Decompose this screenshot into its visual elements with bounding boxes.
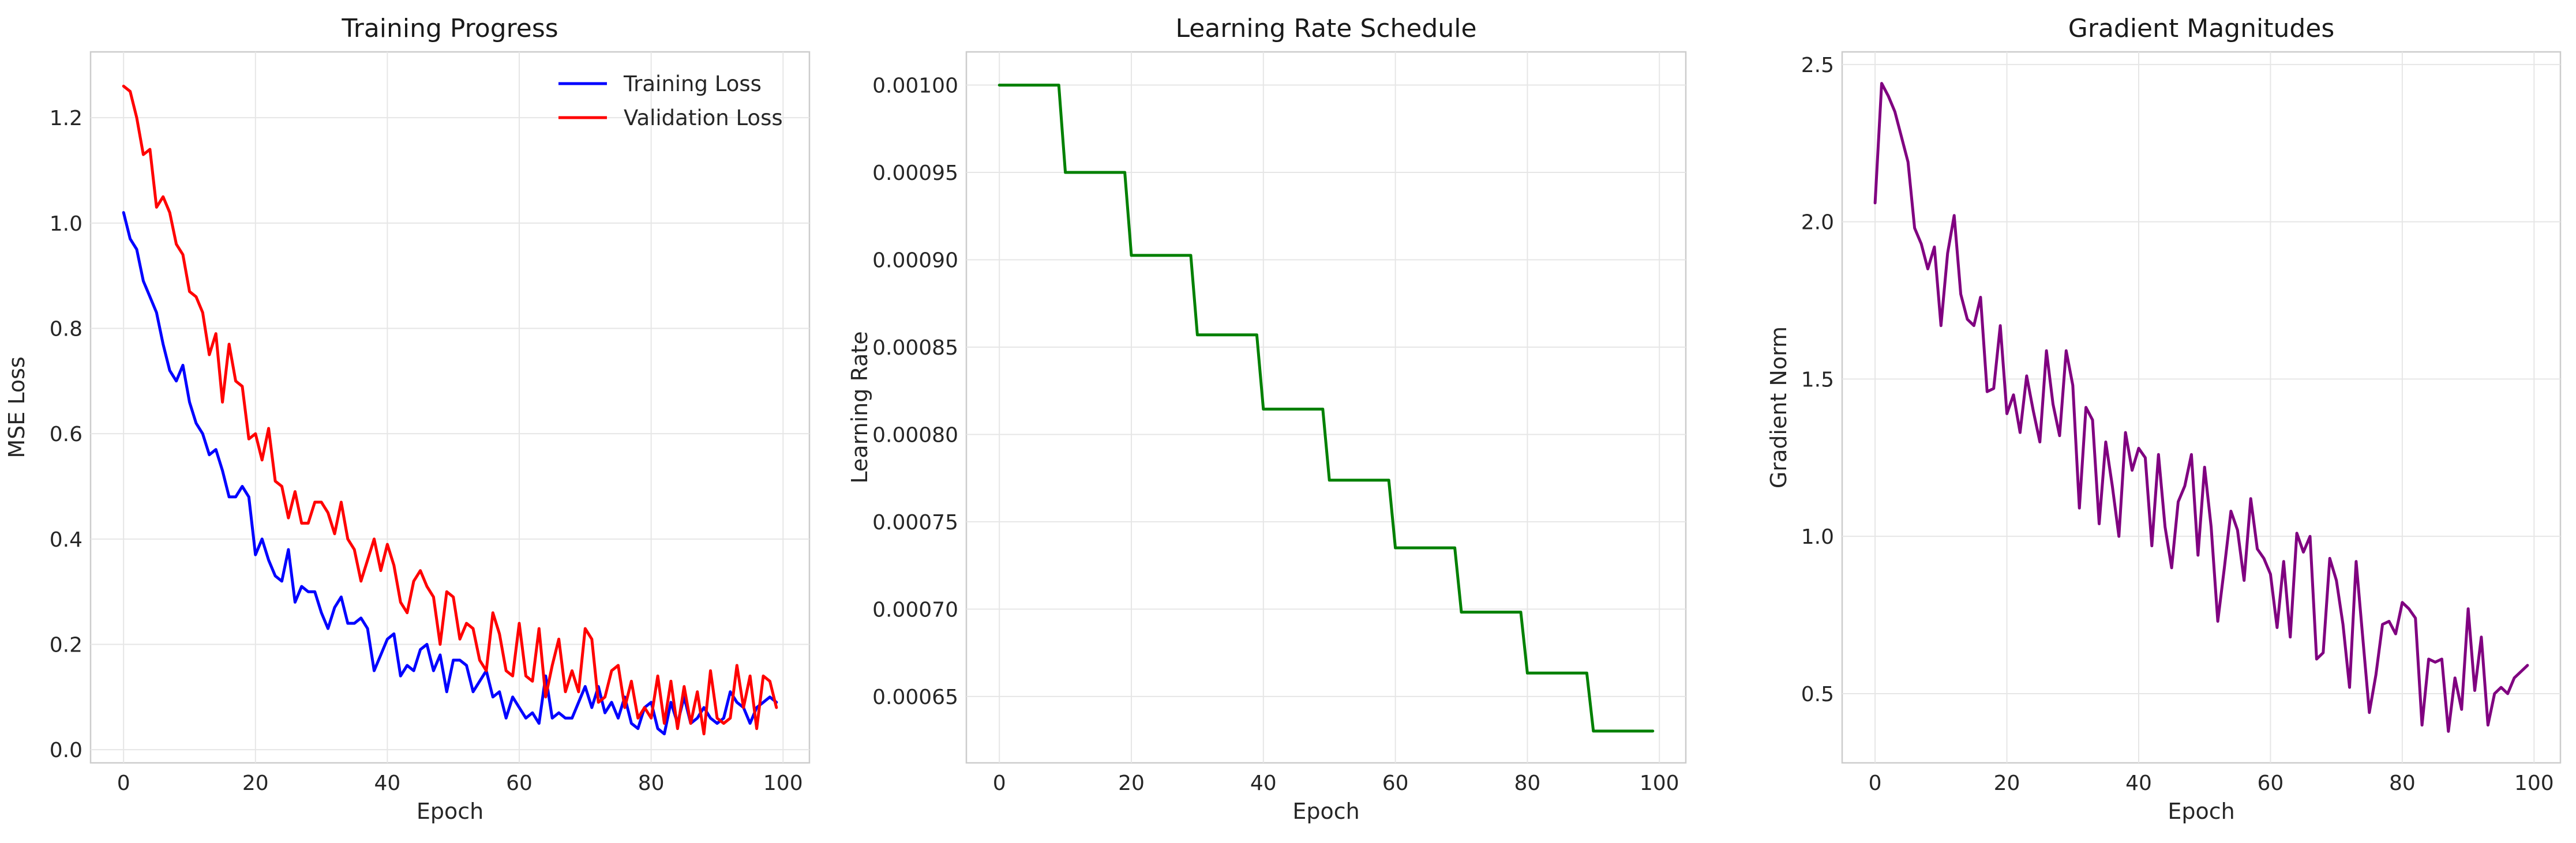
y-tick-label: 0.2	[50, 634, 83, 657]
y-tick-label: 1.0	[50, 212, 83, 236]
y-tick-label: 1.0	[1801, 525, 1834, 549]
y-tick-label: 0.8	[50, 318, 83, 341]
x-tick-label: 0	[117, 772, 130, 795]
y-tick-label: 2.0	[1801, 211, 1834, 235]
chart-panel-3: 0 20 40 60 80 100 0.5 1.0 1.5 2.0 2.5 Gradient Magn…	[1766, 14, 2562, 824]
x-tick-label: 20	[1118, 772, 1145, 795]
y-axis-label: MSE Loss	[4, 356, 29, 458]
legend-label: Validation Loss	[624, 106, 783, 130]
x-tick-label: 100	[1640, 772, 1679, 795]
y-tick-label: 0.5	[1801, 683, 1834, 706]
y-tick-label: 0.00080	[872, 423, 958, 447]
chart-panel-2: 0 20 40 60 80 100 0.00065 0.00070 0.00075 0.00080…	[847, 14, 1687, 824]
y-tick-label: 0.00085	[872, 336, 958, 360]
plot-area	[1841, 51, 2562, 764]
x-tick-label: 80	[1514, 772, 1541, 795]
y-tick-label: 0.00075	[872, 511, 958, 535]
x-tick-label: 60	[506, 772, 533, 795]
x-tick-label: 80	[638, 772, 665, 795]
y-tick-label: 0.00065	[872, 686, 958, 709]
x-axis-label: Epoch	[1292, 799, 1359, 824]
series-line-1	[998, 84, 1655, 733]
y-tick-label: 2.5	[1801, 54, 1834, 77]
x-tick-label: 80	[2389, 772, 2416, 795]
y-axis-label: Learning Rate	[847, 331, 872, 483]
series-line-training-loss	[122, 211, 778, 736]
legend-label: Training Loss	[623, 71, 762, 96]
plot-area	[89, 51, 811, 764]
x-tick-label: 100	[763, 772, 803, 795]
x-tick-label: 40	[1250, 772, 1277, 795]
chart-panel-1: 0 20 40 60 80 100 0.0 0.2 0.4 0.6 0.8 1.0 1.2 Trainin…	[4, 14, 811, 824]
y-tick-label: 0.00070	[872, 598, 958, 622]
chart-title: Learning Rate Schedule	[1175, 14, 1476, 43]
x-axis-label: Epoch	[417, 799, 483, 824]
y-tick-label: 1.2	[50, 107, 83, 130]
chart-title: Training Progress	[341, 14, 558, 43]
y-axis-label: Gradient Norm	[1766, 326, 1791, 488]
x-tick-label: 0	[993, 772, 1006, 795]
series-line-1	[1873, 82, 2529, 733]
x-tick-label: 60	[1382, 772, 1409, 795]
y-tick-label: 0.00090	[872, 249, 958, 273]
y-tick-label: 0.6	[50, 423, 83, 446]
x-tick-label: 0	[1869, 772, 1882, 795]
legend: Training Loss Validation Loss	[558, 71, 783, 130]
chart-title: Gradient Magnitudes	[2068, 14, 2335, 43]
x-tick-label: 20	[1994, 772, 2020, 795]
series-line-validation-loss	[122, 84, 778, 736]
y-tick-label: 1.5	[1801, 368, 1834, 392]
y-tick-label: 0.00100	[872, 74, 958, 98]
y-tick-label: 0.00095	[872, 161, 958, 185]
x-tick-label: 40	[374, 772, 400, 795]
x-tick-label: 100	[2514, 772, 2554, 795]
x-axis-label: Epoch	[2168, 799, 2234, 824]
y-tick-label: 0.0	[50, 739, 83, 762]
x-tick-label: 60	[2258, 772, 2284, 795]
plot-area	[965, 51, 1687, 764]
x-tick-label: 40	[2125, 772, 2152, 795]
y-tick-label: 0.4	[50, 528, 83, 552]
x-tick-label: 20	[242, 772, 269, 795]
